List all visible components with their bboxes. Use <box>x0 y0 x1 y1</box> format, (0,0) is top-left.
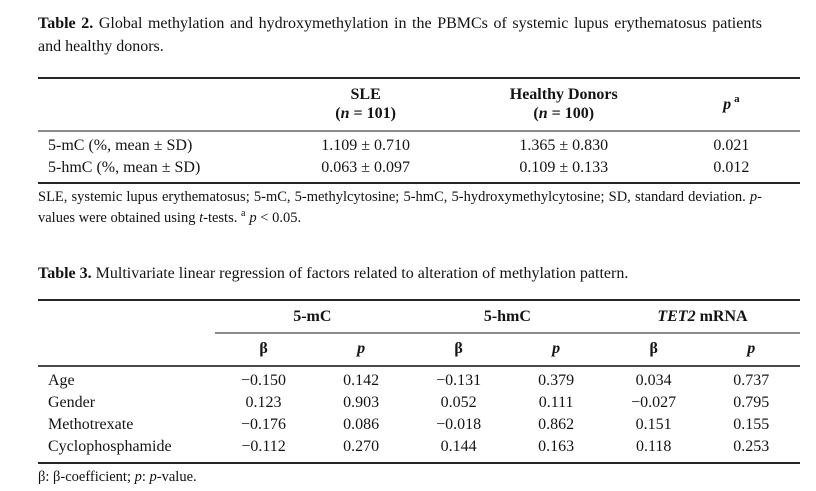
t2-col-healthy-name: Healthy Donors <box>509 86 618 103</box>
table3: 5-mC 5-hmC TET2 mRNA β p β p β p Age −0.… <box>38 299 800 464</box>
t3-cell: 0.052 <box>440 394 477 411</box>
t3-row-methotrexate: Methotrexate −0.176 0.086 −0.018 0.862 0… <box>38 414 800 436</box>
t3-sub-p: p <box>312 333 410 367</box>
table2-caption: Table 2. Global methylation and hydroxym… <box>38 12 762 58</box>
t2-row-label: 5-mC (%, mean ± SD) <box>48 137 193 154</box>
t3-cell: 0.379 <box>538 372 575 389</box>
t3-cell: 0.903 <box>343 394 380 411</box>
t2-cell: 1.109 ± 0.710 <box>321 137 411 154</box>
t2-row-5hmC: 5-hmC (%, mean ± SD) 0.063 ± 0.097 0.109… <box>38 157 800 183</box>
table3-caption-label: Table 3. <box>38 265 92 282</box>
t3-row-label: Age <box>48 372 75 389</box>
t2-col-sle-name: SLE <box>350 86 381 103</box>
t3-cell: 0.142 <box>343 372 380 389</box>
t3-row-label: Methotrexate <box>48 416 134 433</box>
t2-cell: 0.109 ± 0.133 <box>519 159 609 176</box>
t3-sub-beta: β <box>409 333 508 367</box>
t3-col-stub <box>38 300 215 333</box>
t3-sub-stub <box>38 333 215 367</box>
table3-footnote: β: β-coefficient; p: p-value. <box>38 469 197 485</box>
t3-sub-beta: β <box>214 333 313 367</box>
table3-group-header-row: 5-mC 5-hmC TET2 mRNA <box>38 300 800 334</box>
t3-cell: 0.270 <box>343 438 380 455</box>
t2-col-sle: SLE (n = 101) <box>266 78 465 132</box>
t3-group-5hmC: 5-hmC <box>409 300 605 334</box>
t3-row-label: Gender <box>48 394 96 411</box>
t3-cell: 0.123 <box>245 394 282 411</box>
t2-cell: 0.063 ± 0.097 <box>321 159 411 176</box>
t3-row-gender: Gender 0.123 0.903 0.052 0.111 −0.027 0.… <box>38 392 800 414</box>
t3-cell: 0.163 <box>538 438 575 455</box>
t3-cell: −0.176 <box>241 416 287 433</box>
t3-cell: −0.150 <box>241 372 287 389</box>
table2: SLE (n = 101) Healthy Donors (n = 100) p… <box>38 77 800 184</box>
table3-subheader-row: β p β p β p <box>38 333 800 367</box>
t3-cell: 0.253 <box>733 438 770 455</box>
t3-sub-beta: β <box>604 333 703 367</box>
t2-col-stub <box>38 78 267 132</box>
t3-cell: 0.151 <box>635 416 672 433</box>
t3-cell: 0.111 <box>538 394 574 411</box>
t3-cell: 0.118 <box>635 438 672 455</box>
t3-cell: −0.027 <box>631 394 677 411</box>
t3-cell: 0.737 <box>733 372 770 389</box>
t3-cell: 0.155 <box>733 416 770 433</box>
t3-row-age: Age −0.150 0.142 −0.131 0.379 0.034 0.73… <box>38 366 800 392</box>
table3-caption: Table 3. Multivariate linear regression … <box>38 262 762 285</box>
table2-caption-text: Global methylation and hydroxymethylatio… <box>38 15 763 55</box>
t2-col-healthy: Healthy Donors (n = 100) <box>464 78 663 132</box>
t3-cell: 0.144 <box>440 438 477 455</box>
t3-group-5mC: 5-mC <box>214 300 410 334</box>
t3-cell: 0.034 <box>635 372 672 389</box>
paper-page: Table 2. Global methylation and hydroxym… <box>38 12 800 485</box>
t2-col-healthy-n: (n = 100) <box>533 105 595 122</box>
t3-sub-p: p <box>507 333 605 367</box>
table3-caption-text: Multivariate linear regression of factor… <box>91 265 629 282</box>
t3-cell: −0.131 <box>436 372 482 389</box>
table2-header-row: SLE (n = 101) Healthy Donors (n = 100) p… <box>38 78 800 132</box>
t3-cell: 0.086 <box>343 416 380 433</box>
t2-col-sle-n: (n = 101) <box>335 105 396 122</box>
t3-cell: −0.018 <box>436 416 482 433</box>
t3-row-cyclophosphamide: Cyclophosphamide −0.112 0.270 0.144 0.16… <box>38 436 800 463</box>
t3-cell: 0.795 <box>733 394 770 411</box>
t2-row-label: 5-hmC (%, mean ± SD) <box>48 159 201 176</box>
t2-cell: 0.012 <box>713 159 750 176</box>
t3-row-label: Cyclophosphamide <box>48 438 172 455</box>
t3-group-tet2: TET2 mRNA <box>604 300 800 334</box>
t2-cell: 0.021 <box>713 137 750 154</box>
t3-sub-p: p <box>702 333 800 367</box>
table2-caption-label: Table 2. <box>38 15 94 32</box>
t2-row-5mC: 5-mC (%, mean ± SD) 1.109 ± 0.710 1.365 … <box>38 131 800 157</box>
t2-cell: 1.365 ± 0.830 <box>519 137 609 154</box>
t3-cell: 0.862 <box>538 416 575 433</box>
t3-cell: −0.112 <box>241 438 286 455</box>
table2-footnote: SLE, systemic lupus erythematosus; 5-mC,… <box>38 189 762 226</box>
